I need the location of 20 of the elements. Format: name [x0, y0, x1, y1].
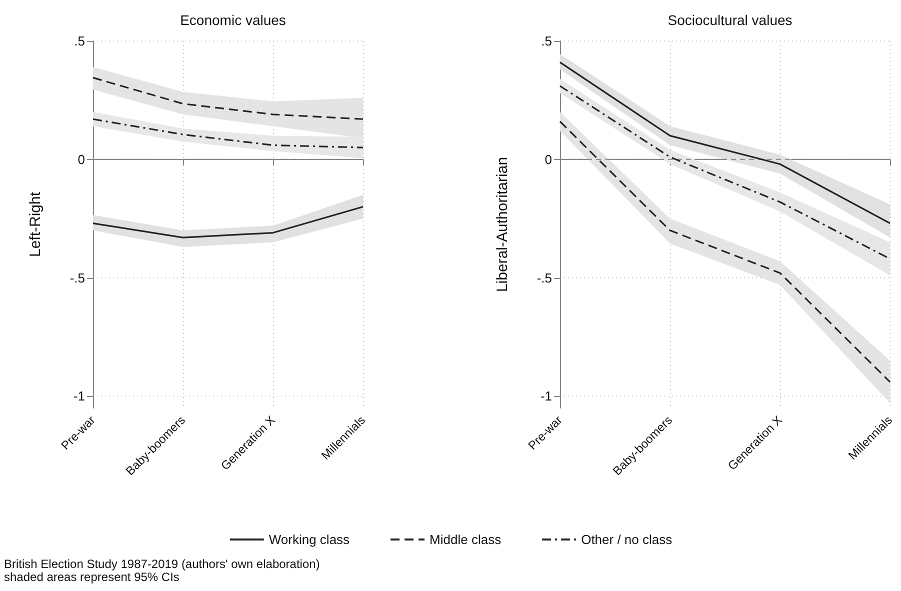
y-axis-title: Liberal-Authoritarian — [494, 156, 511, 292]
text: British Election Study 1987-2019 (authors' own elaboration) — [4, 557, 320, 571]
line-series — [92, 118, 364, 148]
y-axis-title: Left-Right — [27, 191, 44, 258]
y-tick-label: 0 — [544, 152, 552, 167]
text: shaded areas represent 95% CIs — [4, 570, 180, 584]
chart-title: Sociocultural values — [668, 12, 792, 28]
y-tick-label: -.5 — [70, 270, 85, 286]
y-tick-label: -.5 — [536, 270, 552, 286]
line-series — [92, 206, 364, 238]
line-series — [92, 76, 364, 120]
legend-label: Middle class — [430, 532, 502, 547]
chart-title: Economic values — [180, 12, 286, 28]
y-tick-label: .5 — [74, 34, 85, 48]
y-tick-label: 0 — [78, 152, 85, 167]
y-tick-label: -1 — [540, 388, 552, 404]
legend-label: Working class — [268, 532, 350, 547]
legend-label: Other / no class — [581, 532, 673, 547]
y-tick-label: -1 — [73, 388, 85, 404]
y-tick-label: .5 — [541, 34, 552, 48]
